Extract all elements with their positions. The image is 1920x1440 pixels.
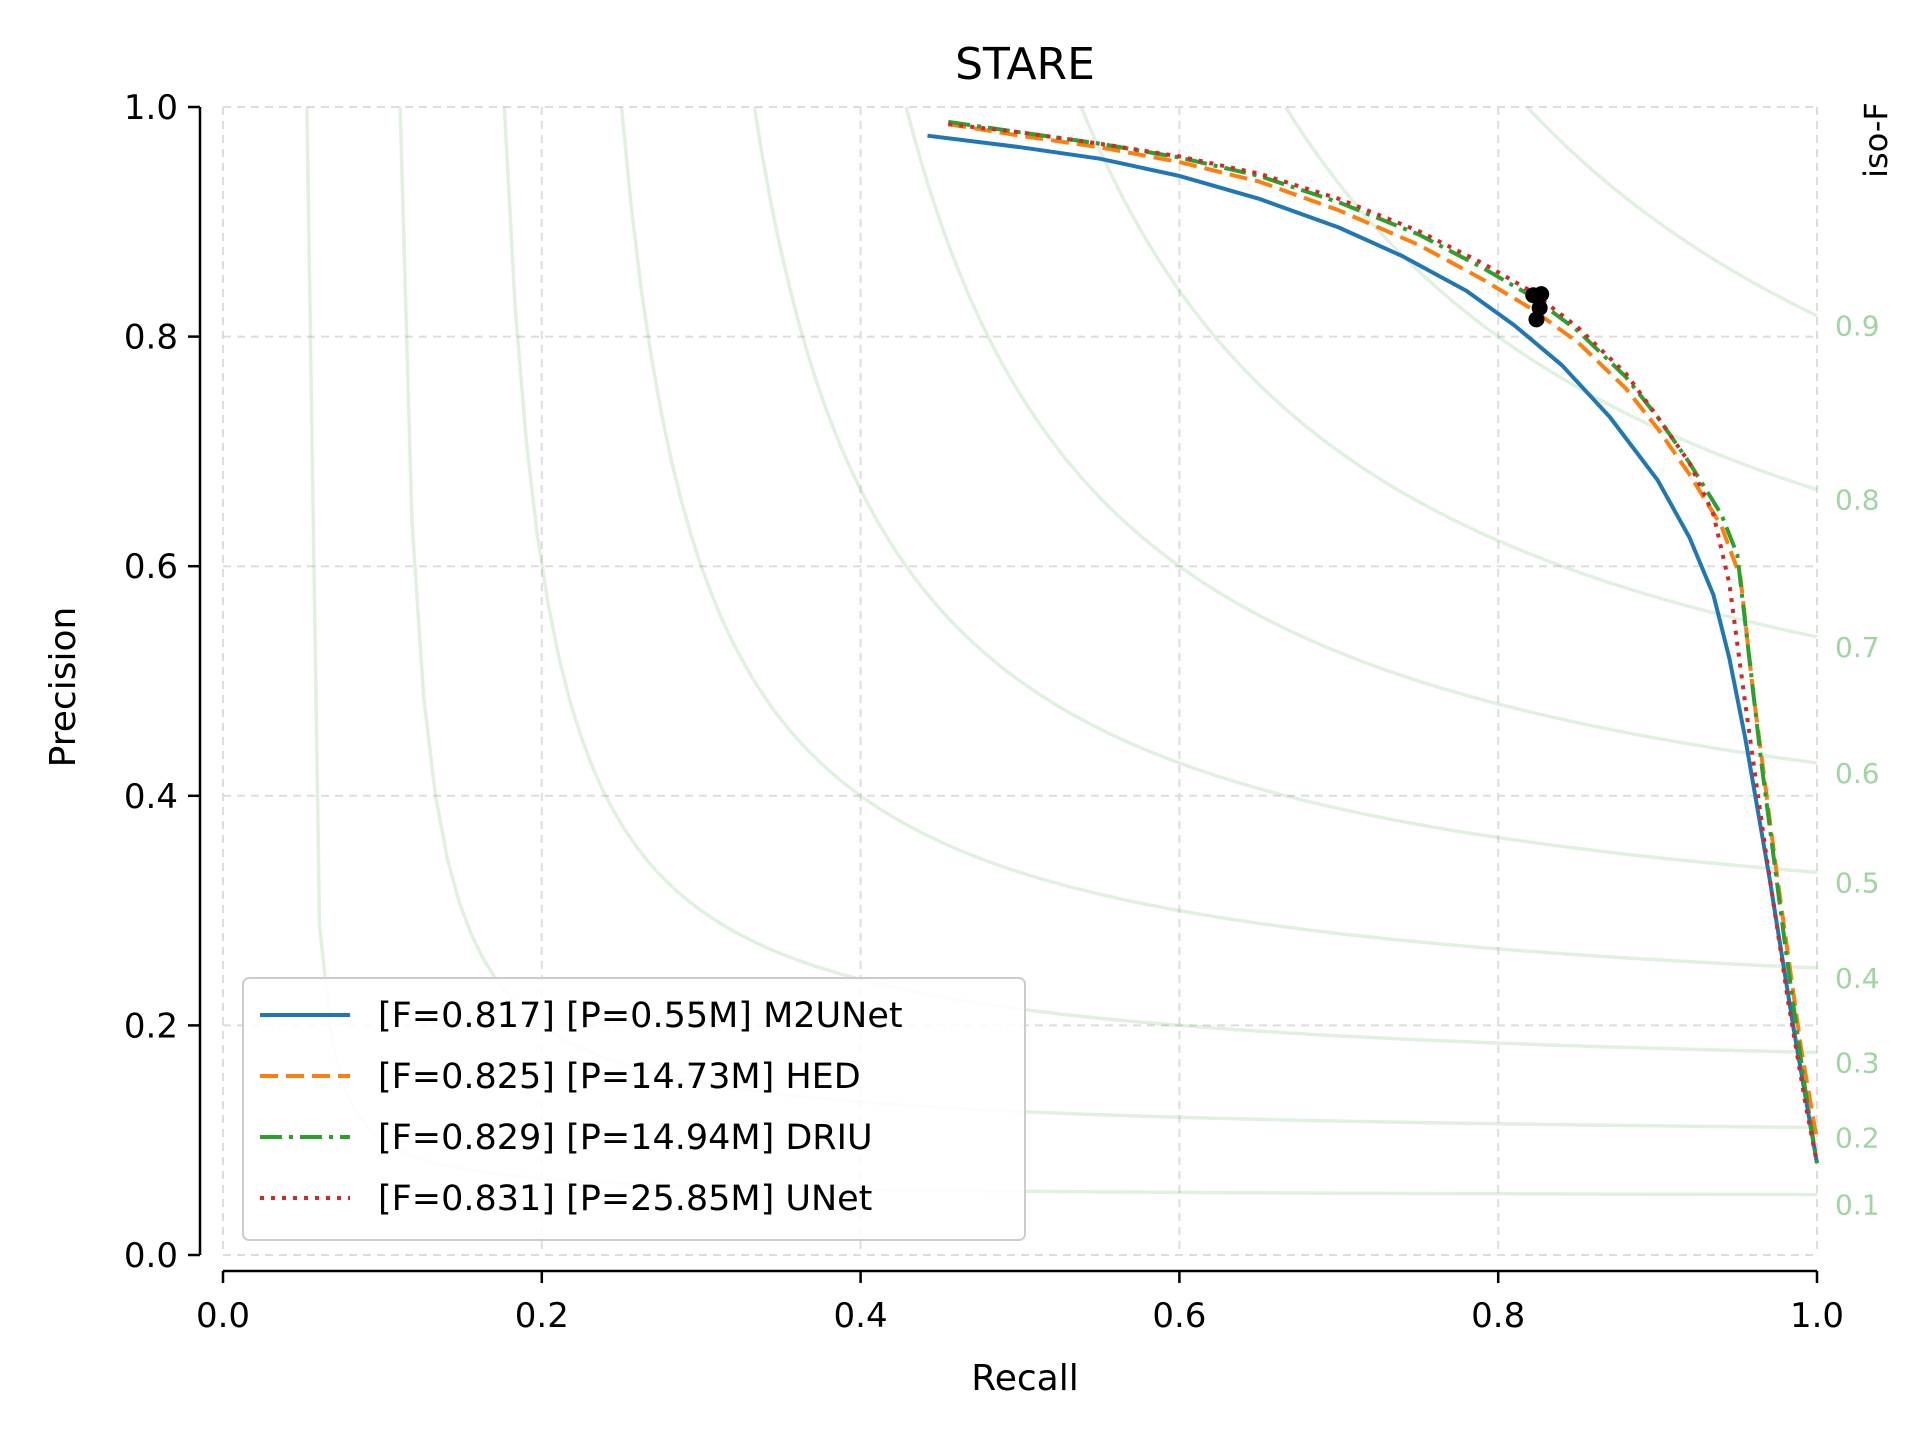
x-tick-label-2: 0.4 [834,1296,888,1336]
iso-f-label-1: 0.2 [1835,1121,1880,1154]
x-tick-label-4: 0.8 [1471,1296,1525,1336]
y-tick-label-5: 1.0 [124,88,178,128]
series-line-1 [947,122,1819,1141]
iso-f-title: iso-F [1857,102,1895,178]
iso-f-curve-6 [1079,106,1818,639]
legend-entry-2: [F=0.829] [P=14.94M] DRIU [378,1118,873,1158]
series-line-3 [948,122,1819,1164]
series-line-2 [948,119,1819,1164]
iso-f-label-0: 0.1 [1835,1189,1880,1222]
iso-f-curve-3 [619,106,1818,970]
series-lines [927,119,1819,1164]
x-tick-label-5: 1.0 [1790,1296,1844,1336]
iso-f-curve-5 [904,106,1818,765]
iso-f-curve-1 [398,106,1818,1130]
legend-entry-1: [F=0.825] [P=14.73M] HED [378,1057,861,1097]
iso-f-curves: 0.1 0.2 0.3 0.4 0.5 0.6 0.7 0.8 0.9 [305,105,1880,1222]
y-tick-label-1: 0.2 [124,1006,178,1046]
y-tick-label-3: 0.6 [124,547,178,587]
x-tick-label-3: 0.6 [1152,1296,1206,1336]
y-tick-label-2: 0.4 [124,777,178,817]
series-marker-1 [1531,299,1548,316]
iso-f-curve-8 [1525,105,1818,318]
iso-f-label-2: 0.3 [1835,1046,1880,1079]
iso-f-curve-2 [502,106,1818,1055]
legend-box [242,977,1026,1241]
iso-f-label-3: 0.4 [1835,962,1880,995]
iso-f-label-5: 0.6 [1835,757,1880,790]
iso-f-label-6: 0.7 [1835,631,1880,664]
iso-f-curve-4 [752,106,1818,875]
y-tick-label-4: 0.8 [124,318,178,358]
legend-entry-0: [F=0.817] [P=0.55M] M2UNet [378,996,903,1036]
iso-f-label-8: 0.9 [1835,310,1880,343]
series-marker-3 [1533,286,1550,303]
x-tick-label-1: 0.2 [515,1296,569,1336]
chart-title: STARE [955,39,1095,90]
legend-entry-3: [F=0.831] [P=25.85M] UNet [378,1179,872,1219]
series-line-0 [927,133,1819,1164]
iso-f-curve-7 [1284,106,1818,492]
iso-f-label-7: 0.8 [1835,484,1880,517]
x-tick-label-0: 0.0 [196,1296,250,1336]
y-axis-title: Precision [43,607,84,768]
iso-f-label-4: 0.5 [1835,866,1880,899]
x-axis-title: Recall [971,1358,1078,1399]
y-tick-label-0: 0.0 [124,1236,178,1276]
best-f-markers [1525,286,1550,328]
legend: [F=0.817] [P=0.55M] M2UNet [F=0.825] [P=1… [242,977,1026,1241]
axes: 0.0 0.2 0.4 0.6 0.8 1.0 0.0 0.2 0.4 0.6 0.8 1.0 [124,88,1844,1336]
